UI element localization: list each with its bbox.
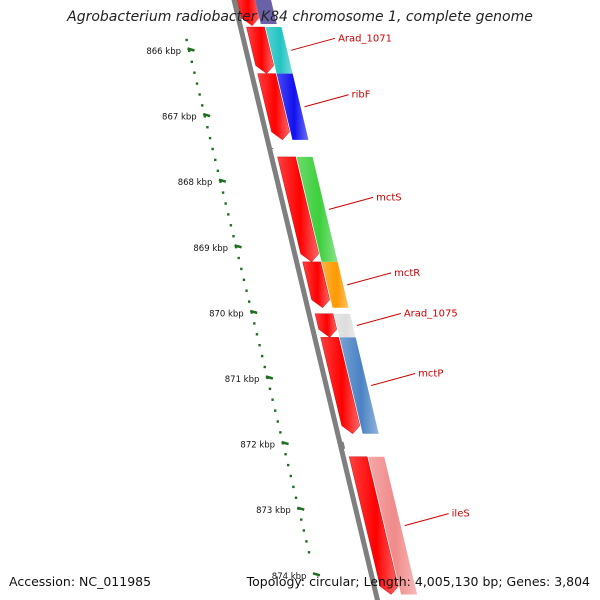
kbp-tick [202, 112, 211, 118]
ruler-dot [232, 235, 235, 238]
kbp-tick [249, 309, 258, 315]
cds-arrow [237, 0, 260, 26]
gene-leader-line [356, 313, 401, 327]
page-title: Agrobacterium radiobacter K84 chromosome… [67, 9, 533, 25]
kbp-label: 873 kbp [256, 506, 291, 516]
gene-block-arad_1071 [265, 27, 293, 74]
ruler-dot [242, 278, 246, 281]
ruler-dot [193, 71, 196, 74]
ruler-dot [292, 485, 295, 489]
cds-arrow [314, 313, 337, 338]
kbp-tick [281, 440, 289, 446]
gene-label-mctp: mctP [418, 369, 443, 380]
gene-label-arad_1071: Arad_1071 [338, 33, 392, 44]
ruler-dot [229, 224, 233, 227]
cds-arrow [320, 337, 361, 435]
ruler-dot [279, 431, 282, 434]
ruler-dot [208, 136, 212, 140]
ruler-dot [219, 180, 222, 183]
ruler-dot [224, 202, 227, 205]
topology-text: Topology: circular; Length: 4,005,130 bp… [246, 574, 590, 589]
cds-arrow [348, 456, 399, 595]
ruler-dot [237, 256, 240, 260]
kbp-tick [218, 178, 227, 183]
kbp-tick [312, 572, 321, 577]
gene-leader-line [328, 196, 374, 210]
ruler-dot [287, 463, 290, 467]
gene-label-ribf: ribF [352, 90, 371, 101]
ruler-dot [263, 365, 266, 369]
gene-leader-line [404, 513, 449, 527]
gene-block-iles [368, 456, 418, 595]
gene-block-mcts [296, 156, 338, 262]
ruler-dot [302, 529, 306, 532]
ruler-dot [307, 551, 311, 554]
ruler-dot [216, 169, 220, 172]
kbp-label: 870 kbp [209, 309, 244, 319]
ruler-dot [240, 267, 243, 271]
ruler-dot [260, 354, 264, 358]
ruler-dot [221, 191, 225, 194]
kbp-label: 867 kbp [162, 113, 197, 123]
gene-block-mctr [321, 261, 349, 308]
ruler-dot [198, 93, 201, 96]
gene-label-arad_1075: Arad_1075 [404, 309, 458, 320]
kbp-label: 874 kbp [272, 572, 307, 582]
kbp-tick [265, 375, 274, 380]
ruler-dot [289, 474, 293, 478]
gene-block-mctp [339, 337, 379, 434]
ruler-dot [195, 82, 199, 85]
cds-arrow [246, 26, 274, 74]
ruler-dot [247, 300, 251, 303]
gene-label-mctr: mctR [394, 268, 420, 279]
ruler-dot [271, 398, 274, 401]
cds-arrow [277, 156, 319, 263]
ruler-dot [190, 60, 194, 63]
ruler-dot [255, 333, 259, 336]
kbp-label: 868 kbp [178, 178, 213, 188]
ruler-dot [185, 38, 188, 42]
ruler-dot [227, 213, 230, 216]
ruler-dot [206, 126, 209, 129]
accession-text: Accession: NC_011985 [9, 574, 152, 589]
gene-block-arad_1075 [334, 313, 356, 338]
ruler-dot [253, 322, 256, 325]
genome-backbone-front [231, 0, 381, 600]
ruler-dot [188, 49, 191, 53]
ruler-dot [258, 344, 261, 347]
ruler-dot [203, 115, 207, 118]
kbp-tick [234, 244, 242, 249]
cds-arrow [302, 261, 330, 309]
ruler-dot [300, 518, 303, 521]
ruler-dot [276, 420, 279, 423]
kbp-tick [187, 47, 195, 52]
ruler-dot [201, 104, 204, 107]
gene-leader-line [290, 37, 336, 51]
ruler-dot [211, 147, 214, 151]
ruler-dot [273, 409, 277, 412]
gene-leader-line [371, 373, 416, 387]
kbp-label: 871 kbp [225, 375, 260, 385]
ruler-dot [294, 496, 298, 499]
gene-block [255, 0, 277, 24]
ruler-dot [214, 158, 217, 162]
ruler-dot [284, 453, 287, 456]
gene-leader-line [346, 272, 392, 286]
ruler-dot [234, 245, 238, 249]
kbp-tick [296, 506, 305, 511]
gene-label-iles: ileS [452, 509, 470, 520]
kbp-label: 866 kbp [146, 47, 181, 57]
gene-leader-line [304, 94, 349, 108]
gene-label-mcts: mctS [376, 192, 402, 203]
ruler-dot [245, 289, 248, 292]
kbp-label: 872 kbp [240, 441, 275, 451]
ruler-dot [305, 540, 308, 543]
cds-arrow [257, 73, 290, 141]
gene-block-ribf [276, 73, 309, 140]
ruler-dot [268, 387, 272, 390]
kbp-label: 869 kbp [193, 244, 228, 254]
